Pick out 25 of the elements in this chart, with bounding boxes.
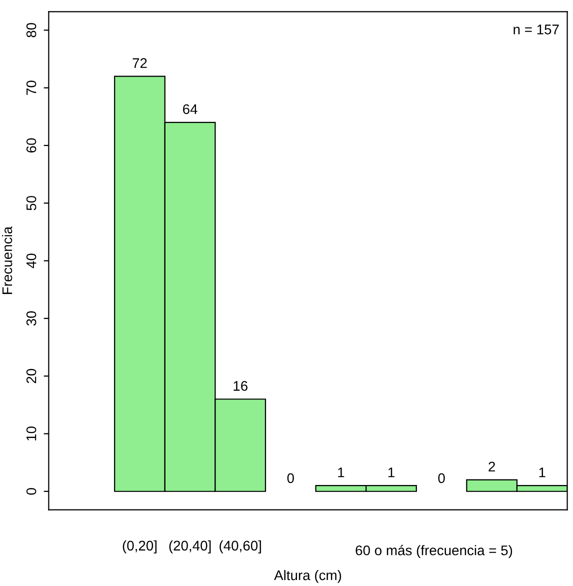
y-tick-label: 50 [26, 196, 36, 210]
data-label: 0 [438, 473, 445, 484]
y-tick-label: 10 [26, 426, 36, 440]
data-label: 1 [338, 468, 344, 478]
y-tick-label: 60 [26, 138, 36, 152]
y-tick-label: 20 [26, 368, 36, 384]
y-tick-label: 80 [26, 22, 36, 38]
data-label: 2 [488, 462, 495, 472]
x-axis-title: Altura (cm) [274, 570, 342, 583]
data-label: 72 [132, 58, 147, 68]
data-label: 1 [539, 468, 546, 478]
data-label: 1 [388, 468, 394, 478]
y-axis-title: Frecuencia [2, 226, 12, 294]
y-tick-label: 70 [26, 80, 36, 95]
data-label: 16 [234, 380, 248, 391]
annotation: n = 157 [514, 24, 559, 34]
data-label: 0 [287, 473, 294, 484]
y-tick-label: 30 [26, 311, 36, 326]
y-tick-label: 40 [26, 254, 36, 268]
text: 60 o más (frecuencia = 5) [356, 544, 512, 558]
data-label: 64 [183, 104, 198, 114]
x-tick-label: (0,20] [122, 540, 157, 554]
x-tick-label: (20,40] [169, 540, 211, 554]
x-tick-label: (40,60] [220, 540, 261, 554]
y-tick-label: 0 [26, 488, 36, 495]
